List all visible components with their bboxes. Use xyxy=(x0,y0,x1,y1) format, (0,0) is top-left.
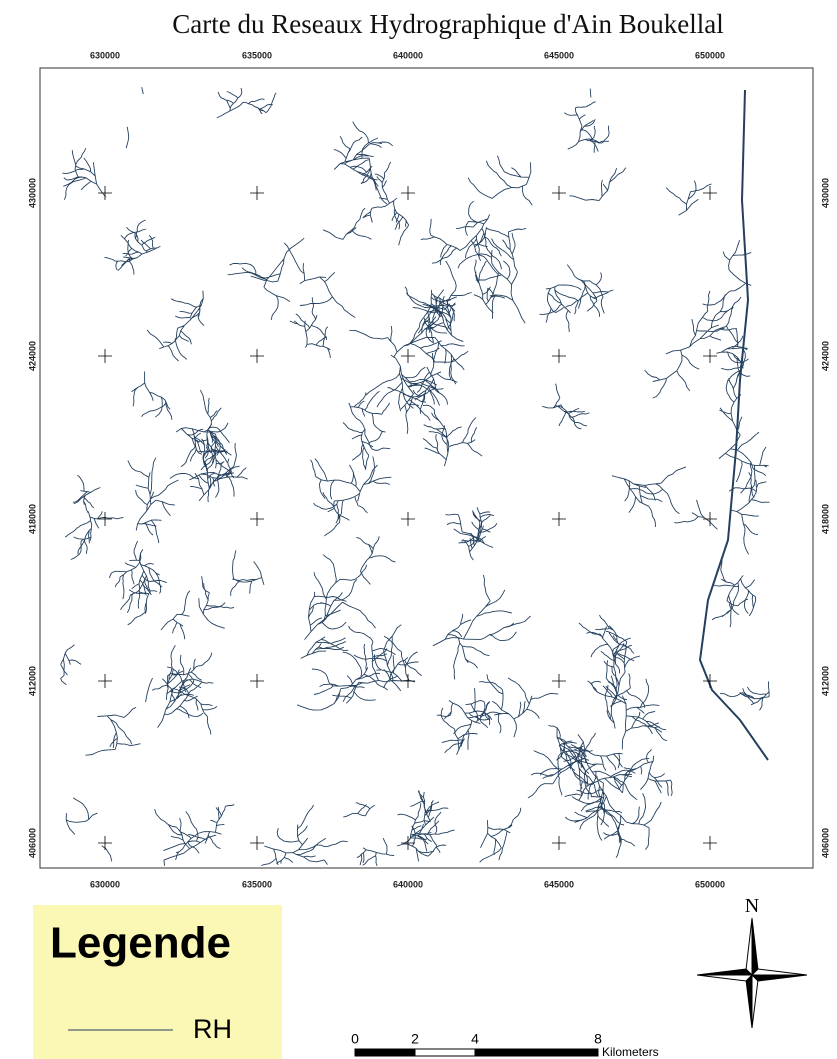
x-coord-label-top: 635000 xyxy=(242,50,272,60)
graticule-cross xyxy=(98,836,112,850)
y-coord-label-right: 430000 xyxy=(820,178,830,208)
x-coord-label-bottom: 635000 xyxy=(242,879,272,889)
graticule-cross xyxy=(98,186,112,200)
y-coord-label-right: 406000 xyxy=(820,828,830,858)
x-coord-label-bottom: 645000 xyxy=(544,879,574,889)
scale-label: 4 xyxy=(471,1031,479,1047)
y-coord-label-right: 418000 xyxy=(820,504,830,534)
graticule-cross xyxy=(703,349,717,363)
y-coord-label-right: 412000 xyxy=(820,666,830,696)
graticule-cross xyxy=(552,674,566,688)
x-coord-label-top: 650000 xyxy=(695,50,725,60)
map-frame xyxy=(39,67,814,869)
y-coord-label-left: 412000 xyxy=(27,666,37,696)
graticule-cross xyxy=(552,512,566,526)
graticule-cross xyxy=(401,674,415,688)
x-coord-label-top: 640000 xyxy=(393,50,423,60)
graticule-cross xyxy=(250,512,264,526)
graticule-cross xyxy=(250,836,264,850)
graticule-cross xyxy=(401,349,415,363)
y-coord-label-left: 424000 xyxy=(27,341,37,371)
graticule-cross xyxy=(703,186,717,200)
graticule-cross xyxy=(552,836,566,850)
graticule-cross xyxy=(98,349,112,363)
graticule-cross xyxy=(250,674,264,688)
graticule-cross xyxy=(401,186,415,200)
graticule-cross xyxy=(250,186,264,200)
graticule-cross xyxy=(552,349,566,363)
main-river xyxy=(698,89,769,761)
legend-box xyxy=(33,905,282,1059)
graticule xyxy=(98,186,717,850)
x-coord-label-bottom: 650000 xyxy=(695,879,725,889)
legend-title: Legende xyxy=(50,919,231,968)
graticule-cross xyxy=(401,512,415,526)
x-coord-label-bottom: 630000 xyxy=(90,879,120,889)
legend-label: RH xyxy=(193,1014,232,1044)
y-coord-label-left: 430000 xyxy=(27,178,37,208)
north-arrow: N xyxy=(696,895,808,1029)
scale-label: 8 xyxy=(594,1031,602,1047)
scale-unit: Kilometers xyxy=(602,1045,659,1059)
graticule-cross xyxy=(552,186,566,200)
x-coord-label-top: 630000 xyxy=(90,50,120,60)
x-coord-label-bottom: 640000 xyxy=(393,879,423,889)
graticule-cross xyxy=(703,674,717,688)
graticule-cross xyxy=(703,836,717,850)
river-network xyxy=(60,87,770,866)
map-title: Carte du Reseaux Hydrographique d'Ain Bo… xyxy=(172,9,723,39)
x-coord-label-top: 645000 xyxy=(544,50,574,60)
scale-label: 0 xyxy=(351,1031,359,1047)
scale-bar xyxy=(354,1048,599,1057)
graticule-cross xyxy=(401,836,415,850)
scale-label: 2 xyxy=(411,1031,419,1047)
y-coord-label-right: 424000 xyxy=(820,341,830,371)
y-coord-label-left: 418000 xyxy=(27,504,37,534)
graticule-cross xyxy=(250,349,264,363)
north-label: N xyxy=(745,895,759,917)
river-network-group xyxy=(60,87,770,866)
graticule-cross xyxy=(703,512,717,526)
graticule-cross xyxy=(98,674,112,688)
graticule-cross xyxy=(98,512,112,526)
y-coord-label-left: 406000 xyxy=(27,828,37,858)
